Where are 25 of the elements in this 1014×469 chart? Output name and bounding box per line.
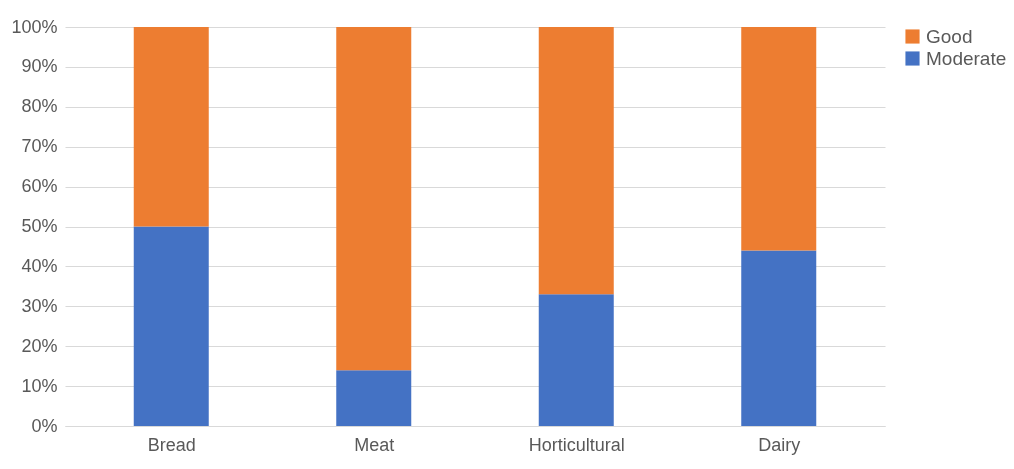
legend-label: Moderate bbox=[926, 47, 1007, 69]
y-tick-label: 70% bbox=[21, 136, 58, 157]
legend-label: Good bbox=[926, 25, 973, 47]
bar bbox=[336, 27, 412, 371]
bar bbox=[741, 250, 817, 426]
y-tick-label: 0% bbox=[31, 415, 58, 436]
y-tick-label: 40% bbox=[21, 255, 58, 276]
y-tick-label: 10% bbox=[21, 375, 58, 396]
x-tick-label: Dairy bbox=[758, 434, 801, 455]
y-tick-label: 30% bbox=[21, 295, 58, 316]
y-tick-label: 50% bbox=[21, 216, 58, 236]
y-tick-label: 80% bbox=[21, 96, 58, 117]
y-tick-label: 60% bbox=[21, 176, 58, 197]
bar bbox=[336, 370, 412, 426]
x-tick-label: Horticultural bbox=[528, 434, 625, 455]
bar bbox=[538, 294, 614, 426]
bar bbox=[133, 27, 209, 227]
y-tick-label: 20% bbox=[21, 335, 58, 356]
bar bbox=[133, 226, 209, 426]
bar bbox=[741, 27, 817, 251]
y-tick-label: 100% bbox=[11, 16, 58, 37]
x-tick-label: Bread bbox=[147, 434, 196, 455]
y-tick-label: 90% bbox=[21, 56, 58, 77]
x-tick-label: Meat bbox=[354, 434, 395, 455]
bar bbox=[538, 27, 614, 295]
